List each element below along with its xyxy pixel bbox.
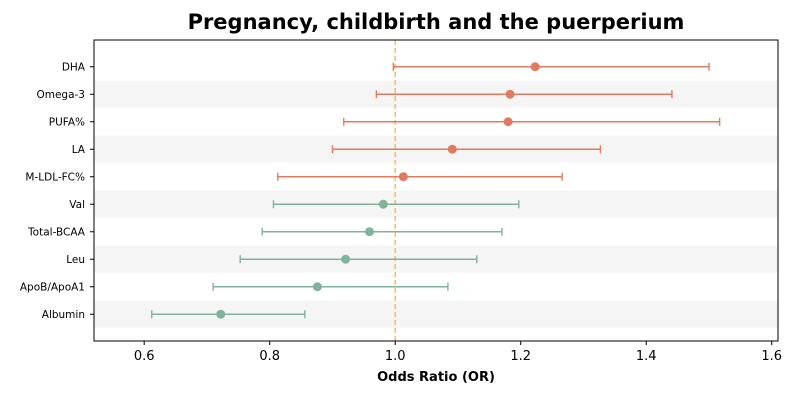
or-point [503,117,513,127]
plot-frame [93,39,779,342]
or-point [378,199,388,209]
y-tick-label: Leu [66,254,85,266]
y-tick-label: M-LDL-FC% [25,172,85,184]
or-point [312,282,322,292]
x-tick-label: 0.6 [134,349,155,364]
odds-ratio-points [216,62,540,319]
y-tick-label: Val [69,199,85,211]
or-point [398,172,408,182]
or-point [364,227,374,237]
y-tick-label: Omega-3 [36,89,85,101]
x-tick-label: 1.4 [636,349,657,364]
x-axis-title: Odds Ratio (OR) [377,370,495,385]
y-tick-label: LA [72,144,86,156]
or-point [341,254,351,264]
or-point [505,89,515,99]
y-axis: DHA Omega-3 PUFA% LA M-LDL-FC% Val Total-BCAA L… [20,62,94,321]
y-tick-label: ApoB/ApoA1 [20,282,85,294]
x-axis: 0.6 0.8 1.0 1.2 1.4 1.6 [134,341,782,364]
y-tick-label: Albumin [42,309,85,321]
chart-title: Pregnancy, childbirth and the puerperium [188,10,685,34]
y-tick-label: PUFA% [49,117,85,129]
y-tick-label: DHA [62,62,86,74]
or-point [530,62,540,72]
x-tick-label: 1.2 [510,349,531,364]
x-tick-label: 1.0 [385,349,406,364]
x-tick-label: 0.8 [259,349,280,364]
confidence-intervals [151,62,721,319]
or-point [447,144,457,154]
or-point [216,309,226,319]
y-tick-label: Total-BCAA [27,227,86,239]
x-tick-label: 1.6 [761,349,782,364]
